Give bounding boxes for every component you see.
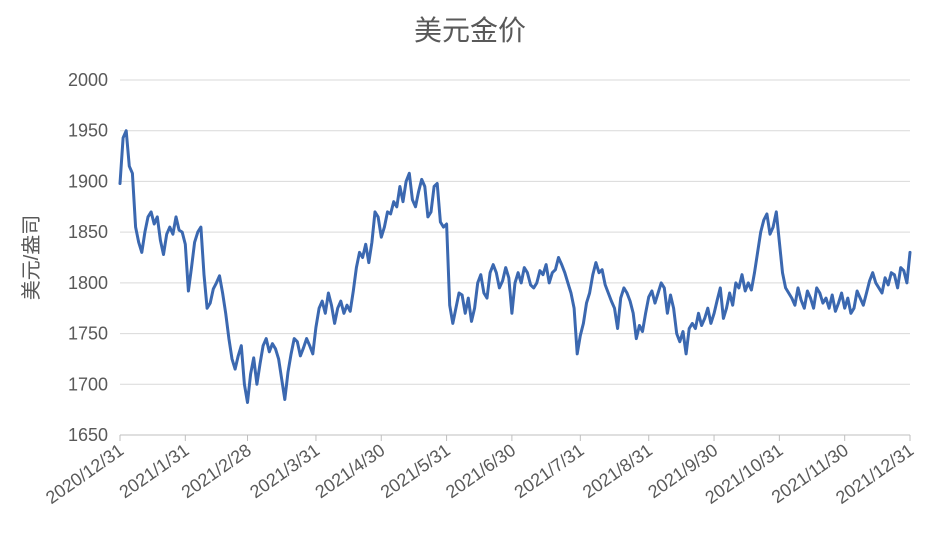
chart-title: 美元金价 [414,15,526,46]
y-tick-label: 1850 [68,222,108,242]
gold-price-chart: 美元金价 1650 1700 1750 1800 1850 1900 1950 2000 美元/盎… [0,0,940,559]
y-tick-label: 2000 [68,70,108,90]
y-axis-label: 美元/盎司 [20,215,43,301]
y-tick-label: 1750 [68,324,108,344]
y-tick-label: 1700 [68,374,108,394]
y-tick-label: 1800 [68,273,108,293]
y-tick-label: 1950 [68,121,108,141]
y-tick-label: 1650 [68,425,108,445]
chart-svg: 美元金价 1650 1700 1750 1800 1850 1900 1950 2000 美元/盎… [0,0,940,559]
y-tick-label: 1900 [68,171,108,191]
